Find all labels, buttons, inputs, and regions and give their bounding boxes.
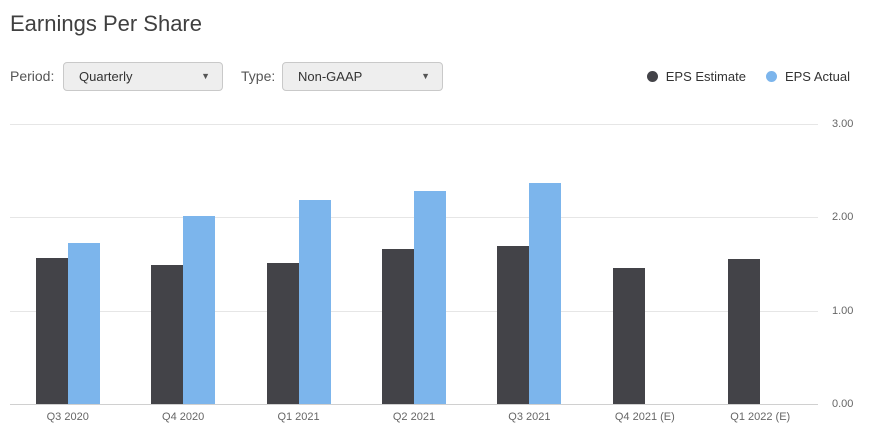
x-tick-label-q2-2021: Q2 2021 bbox=[392, 411, 436, 423]
x-tick-label-q4-2021-e: Q4 2021 (E) bbox=[614, 411, 675, 423]
x-tick-label-q1-2022-e: Q1 2022 (E) bbox=[730, 411, 791, 423]
y-axis-labels: 0.00 1.00 2.00 3.00 bbox=[832, 118, 874, 410]
bar-eps-actual-q2-2021[interactable] bbox=[413, 191, 446, 404]
y-tick-label: 1.00 bbox=[832, 304, 854, 317]
bar-eps-estimate-q2-2021[interactable] bbox=[381, 249, 414, 404]
x-axis-labels: Q3 2020 Q4 2020 Q1 2021 Q2 2021 Q3 2021 Q4 20… bbox=[10, 411, 818, 423]
chart-legend: EPS Estimate EPS Actual bbox=[646, 62, 850, 91]
bar-eps-estimate-q3-2021[interactable] bbox=[497, 246, 530, 404]
bar-eps-estimate-q3-2020[interactable] bbox=[35, 258, 68, 404]
y-tick-label: 3.00 bbox=[832, 118, 854, 130]
chevron-down-icon: ▼ bbox=[201, 71, 210, 81]
y-tick-label: 0.00 bbox=[832, 398, 854, 410]
gridline-3.00 bbox=[10, 124, 818, 125]
y-tick-label: 2.00 bbox=[832, 211, 854, 224]
plot-area bbox=[10, 124, 818, 405]
bar-eps-actual-q4-2020[interactable] bbox=[183, 216, 216, 404]
bar-group-q2-2021 bbox=[356, 124, 471, 404]
type-dropdown[interactable]: Non-GAAP ▼ bbox=[282, 62, 443, 91]
chevron-down-icon: ▼ bbox=[421, 71, 430, 81]
bar-group-q4-2020 bbox=[125, 124, 240, 404]
legend-item-eps-actual[interactable]: EPS Actual bbox=[765, 69, 850, 84]
bar-eps-actual-q3-2020[interactable] bbox=[67, 242, 100, 404]
x-tick-label-q3-2020: Q3 2020 bbox=[46, 411, 89, 423]
bar-eps-estimate-q1-2021[interactable] bbox=[266, 263, 299, 404]
type-dropdown-value: Non-GAAP bbox=[298, 69, 363, 84]
bar-eps-estimate-q1-2022-e[interactable] bbox=[728, 259, 761, 404]
bar-group-q4-2021-e bbox=[587, 124, 702, 404]
legend-label: EPS Actual bbox=[784, 69, 850, 84]
x-tick-label-q4-2020: Q4 2020 bbox=[162, 411, 205, 423]
bar-eps-estimate-q4-2020[interactable] bbox=[151, 264, 184, 404]
bar-eps-actual-q3-2021[interactable] bbox=[529, 182, 562, 404]
bar-groups bbox=[10, 124, 818, 404]
bar-group-q3-2021 bbox=[472, 124, 587, 404]
type-label: Type: bbox=[241, 68, 276, 84]
bar-group-q3-2020 bbox=[10, 124, 125, 404]
legend-dot-icon bbox=[765, 71, 777, 82]
bar-group-q1-2022-e bbox=[703, 124, 818, 404]
x-tick-label-q1-2021: Q1 2021 bbox=[277, 411, 320, 423]
bar-group-q1-2021 bbox=[241, 124, 356, 404]
bar-eps-estimate-q4-2021-e[interactable] bbox=[612, 267, 645, 404]
legend-label: EPS Estimate bbox=[665, 69, 746, 84]
page-title: Earnings Per Share bbox=[10, 11, 202, 36]
period-label: Period: bbox=[10, 68, 55, 84]
period-dropdown-value: Quarterly bbox=[79, 69, 133, 84]
period-dropdown[interactable]: Quarterly ▼ bbox=[63, 62, 223, 91]
legend-item-eps-estimate[interactable]: EPS Estimate bbox=[646, 69, 746, 84]
legend-dot-icon bbox=[646, 71, 658, 82]
x-tick-label-q3-2021: Q3 2021 bbox=[508, 411, 551, 423]
bar-eps-actual-q1-2021[interactable] bbox=[298, 199, 331, 404]
